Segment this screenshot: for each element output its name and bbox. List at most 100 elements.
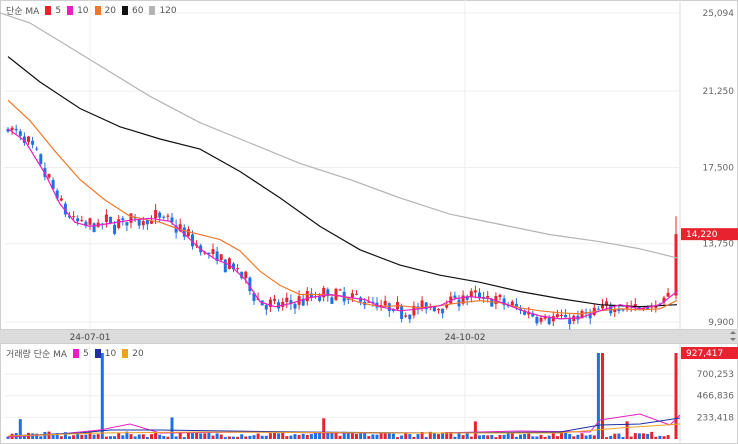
candle-body	[170, 217, 174, 223]
volume-bar	[88, 431, 92, 439]
volume-bar	[248, 435, 252, 439]
volume-bar	[498, 434, 502, 439]
vol-ma20-swatch	[122, 349, 129, 358]
volume-bar	[572, 436, 576, 439]
volume-bar	[469, 436, 473, 439]
candle-body	[215, 251, 219, 261]
volume-bar	[170, 417, 174, 439]
candle-body	[154, 210, 158, 219]
volume-bar	[334, 431, 338, 439]
vol-ma20-label: 20	[132, 348, 144, 359]
volume-bar	[465, 433, 469, 439]
volume-bar	[84, 434, 88, 439]
volume-bar	[580, 433, 584, 439]
volume-bar	[646, 433, 650, 439]
candle-body	[654, 305, 658, 308]
candle-body	[527, 312, 531, 315]
volume-bar	[662, 436, 666, 439]
volume-bar	[510, 432, 514, 439]
volume-bar	[625, 421, 629, 439]
ma10-label: 10	[77, 5, 89, 16]
current-price-marker	[681, 228, 738, 241]
volume-bar	[227, 436, 231, 439]
volume-bar	[141, 434, 145, 439]
candle-body	[359, 297, 363, 302]
volume-bar	[309, 434, 313, 439]
volume-bar	[482, 435, 486, 439]
candle-body	[437, 309, 440, 311]
volume-bar	[158, 434, 162, 439]
candle-body	[605, 301, 609, 306]
candle-body	[273, 298, 276, 301]
volume-bar	[461, 435, 465, 439]
volume-bar	[568, 434, 572, 439]
volume-bar	[195, 432, 199, 439]
candle-body	[281, 301, 285, 307]
candle-body	[72, 216, 76, 218]
volume-ma20-line	[7, 423, 681, 437]
volume-bar	[100, 353, 104, 439]
candle-body	[547, 317, 551, 325]
current-price-label: 14,220	[686, 230, 718, 240]
candle-body	[113, 224, 117, 234]
volume-bar	[121, 435, 125, 439]
candle-body	[539, 317, 543, 322]
volume-bar	[539, 434, 543, 439]
volume-bar	[240, 434, 244, 439]
candle-body	[461, 295, 465, 304]
volume-bar	[592, 435, 596, 439]
candle-body	[601, 305, 604, 309]
ma20-label: 20	[104, 5, 116, 16]
candle-body	[162, 216, 166, 218]
volume-bar	[617, 433, 621, 439]
price-tick-label: 9,900	[708, 318, 734, 328]
volume-bar	[473, 421, 477, 439]
volume-bar	[404, 432, 408, 439]
volume-bar	[326, 431, 330, 439]
ma5-label: 5	[55, 5, 62, 16]
volume-bar	[420, 431, 424, 439]
volume-bar	[125, 431, 129, 439]
volume-legend-prefix: 거래량 단순 MA	[6, 350, 68, 360]
volume-bar	[543, 436, 547, 439]
volume-bar	[203, 433, 207, 439]
volume-bar	[564, 432, 568, 439]
candle-body	[178, 224, 182, 232]
candle-body	[580, 311, 584, 319]
candle-body	[88, 218, 92, 225]
volume-bar	[318, 432, 322, 439]
volume-bar	[47, 431, 51, 439]
candle-body	[535, 317, 539, 324]
candle-body	[285, 297, 289, 303]
volume-bar	[178, 432, 182, 439]
candle-body	[387, 303, 391, 311]
candle-body	[486, 295, 490, 298]
candle-body	[379, 305, 383, 307]
candle-body	[674, 234, 678, 296]
date-tick-label: 24-07-01	[70, 333, 111, 343]
ma20-line	[7, 99, 678, 315]
ma5-swatch	[45, 6, 52, 15]
volume-bar	[174, 436, 178, 439]
volume-bar	[137, 434, 141, 439]
candle-body	[301, 298, 305, 306]
candle-body	[666, 292, 670, 297]
price-legend-prefix: 단순 MA	[6, 7, 40, 17]
volume-bar	[412, 436, 416, 439]
volume-bar	[613, 433, 617, 439]
volume-bar	[437, 434, 440, 439]
candle-body	[35, 148, 39, 150]
volume-bar	[207, 432, 211, 439]
volume-bar	[674, 353, 678, 439]
candle-body	[551, 316, 555, 322]
volume-bar	[39, 436, 43, 439]
volume-bar	[350, 433, 354, 439]
candle-body	[109, 216, 112, 223]
candle-body	[596, 308, 600, 310]
ma120-swatch	[149, 6, 156, 15]
volume-bar	[379, 432, 383, 439]
candle-body	[613, 309, 617, 313]
candle-body	[408, 314, 412, 320]
candle-body	[383, 300, 387, 306]
candle-body	[424, 302, 428, 310]
